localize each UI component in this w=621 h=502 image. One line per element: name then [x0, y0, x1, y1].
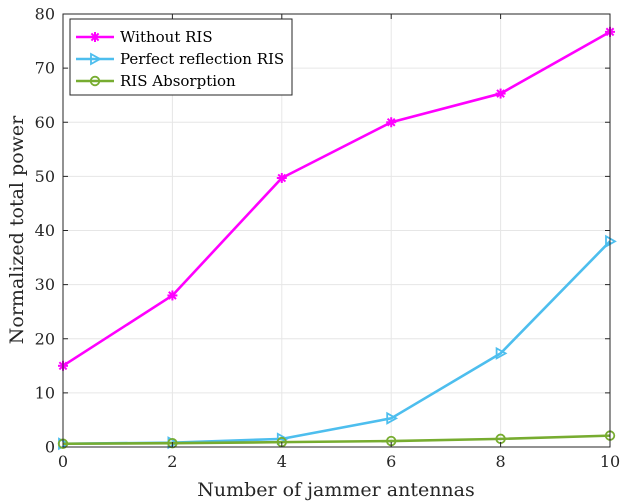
marker-stroke — [90, 32, 100, 42]
legend-entry-without-ris: Without RIS — [76, 28, 213, 46]
data-point-perfect-reflection-ris — [495, 346, 508, 360]
data-point-without-ris — [167, 290, 178, 301]
x-tick-label: 8 — [496, 452, 506, 471]
data-point-perfect-reflection-ris — [386, 411, 399, 425]
x-tick-label: 4 — [277, 452, 287, 471]
legend-entry-perfect-reflection-ris: Perfect reflection RIS — [76, 50, 284, 68]
legend-marker-without-ris — [90, 32, 100, 42]
data-point-without-ris — [495, 88, 506, 99]
y-tick-label: 30 — [35, 275, 55, 294]
legend-marker-ris-absorption — [89, 75, 101, 87]
y-tick-label: 50 — [35, 167, 55, 186]
marker-stroke — [168, 291, 177, 300]
marker-stroke — [386, 117, 396, 127]
series-line-without-ris — [62, 30, 611, 367]
y-tick-label: 0 — [45, 438, 55, 457]
x-tick-label: 10 — [600, 452, 620, 471]
x-tick-label: 0 — [58, 452, 68, 471]
data-point-ris-absorption — [167, 438, 178, 449]
legend-entry-ris-absorption: RIS Absorption — [76, 72, 236, 90]
legend-box — [69, 18, 293, 96]
x-axis-label: Number of jammer antennas — [197, 479, 475, 501]
legend: Without RIS Perfect reflection RIS RIS Abs… — [69, 18, 293, 96]
y-tick-label: 40 — [35, 221, 55, 240]
y-tick-label: 20 — [35, 329, 55, 348]
marker-stroke — [277, 173, 287, 183]
x-tick-label: 2 — [167, 452, 177, 471]
legend-label-without-ris: Without RIS — [120, 28, 213, 46]
y-axis-label: Normalized total power — [6, 115, 28, 344]
series-layer — [57, 26, 617, 451]
legend-marker-perfect-reflection-ris — [90, 52, 102, 66]
y-tick-label: 70 — [35, 59, 55, 78]
ticks: 0 2 4 6 8 10 0 10 20 30 40 50 60 70 80 — [35, 5, 621, 472]
y-tick-label: 80 — [35, 5, 55, 24]
data-point-without-ris — [386, 117, 397, 128]
y-tick-label: 10 — [35, 383, 55, 402]
legend-label-ris-absorption: RIS Absorption — [120, 72, 236, 90]
series-line-ris-absorption — [62, 434, 611, 446]
legend-label-perfect-reflection-ris: Perfect reflection RIS — [120, 50, 284, 68]
y-tick-label: 60 — [35, 113, 55, 132]
marker-stroke — [496, 89, 505, 98]
x-tick-label: 6 — [386, 452, 396, 471]
data-point-without-ris — [276, 172, 287, 183]
